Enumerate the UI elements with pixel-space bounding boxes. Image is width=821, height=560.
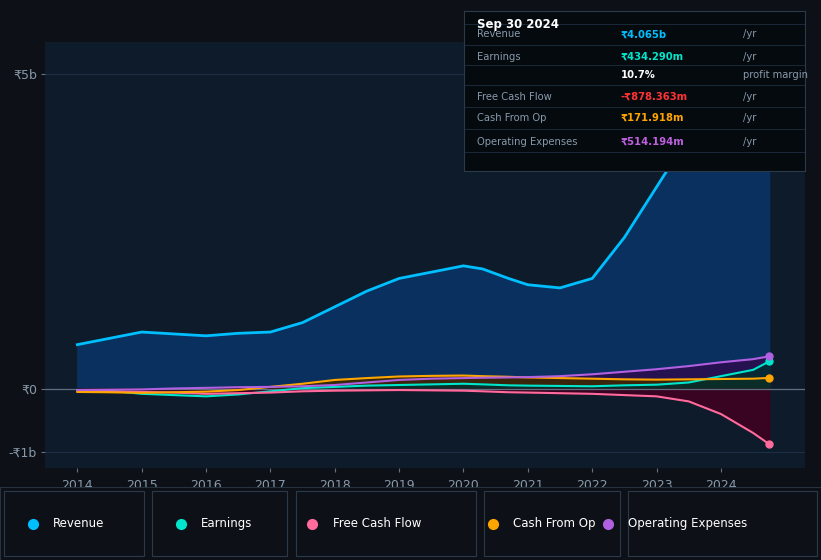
Text: Cash From Op: Cash From Op (513, 517, 595, 530)
Text: Earnings: Earnings (478, 52, 521, 62)
Text: Operating Expenses: Operating Expenses (628, 517, 747, 530)
Text: 10.7%: 10.7% (621, 70, 655, 80)
Text: /yr: /yr (743, 113, 757, 123)
Point (763, 440, 776, 449)
Bar (4, 491, 144, 557)
Point (763, 352, 776, 361)
Text: Free Cash Flow: Free Cash Flow (333, 517, 421, 530)
Text: /yr: /yr (743, 92, 757, 101)
Text: ₹434.290m: ₹434.290m (621, 52, 684, 62)
Point (763, 357, 776, 366)
Text: Free Cash Flow: Free Cash Flow (478, 92, 553, 101)
Bar (628, 491, 817, 557)
Text: -₹878.363m: -₹878.363m (621, 92, 688, 101)
Text: Revenue: Revenue (478, 29, 521, 39)
Bar (484, 491, 620, 557)
Text: ₹171.918m: ₹171.918m (621, 113, 684, 123)
Text: Sep 30 2024: Sep 30 2024 (478, 18, 559, 31)
Point (763, 374, 776, 382)
Text: Cash From Op: Cash From Op (478, 113, 547, 123)
Point (763, 128, 776, 137)
Bar (152, 491, 287, 557)
Text: Earnings: Earnings (201, 517, 253, 530)
Text: ₹514.194m: ₹514.194m (621, 137, 685, 147)
Text: /yr: /yr (743, 29, 757, 39)
Bar (296, 491, 476, 557)
Text: /yr: /yr (743, 137, 757, 147)
Text: ₹4.065b: ₹4.065b (621, 29, 667, 39)
Text: Revenue: Revenue (53, 517, 105, 530)
Text: Operating Expenses: Operating Expenses (478, 137, 578, 147)
Text: profit margin: profit margin (743, 70, 808, 80)
Text: /yr: /yr (743, 52, 757, 62)
